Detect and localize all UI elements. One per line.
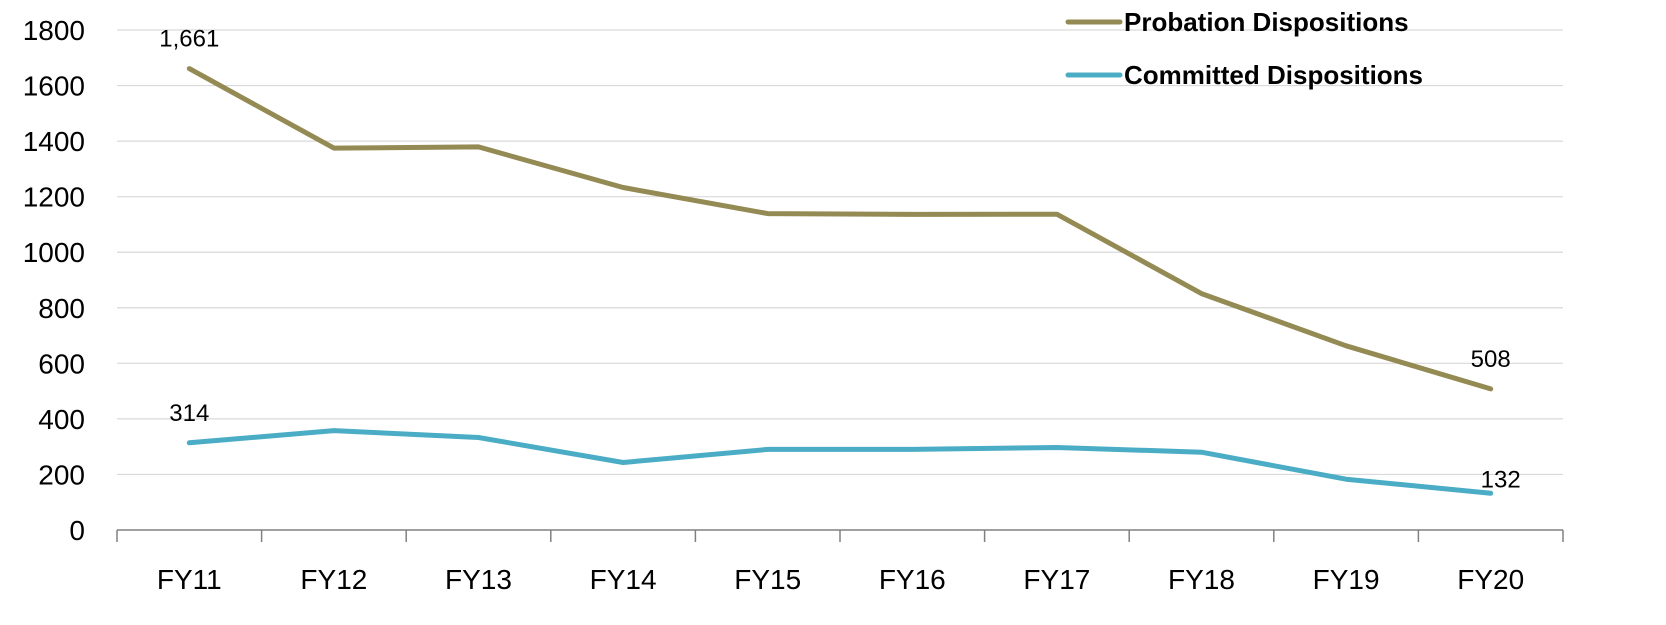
- legend: Probation Dispositions Committed Disposit…: [1065, 7, 1423, 90]
- data-labels: 1,661 508 314 132: [159, 26, 1520, 494]
- y-tick-label: 1600: [23, 71, 85, 102]
- gridlines: [117, 29, 1563, 476]
- x-tick-label: FY11: [157, 564, 222, 595]
- x-tick-label: FY15: [734, 564, 801, 595]
- series-lines: [186, 66, 1494, 496]
- data-label: 132: [1481, 466, 1521, 493]
- y-tick-label: 0: [69, 515, 85, 546]
- series-line-probation: [186, 66, 1494, 392]
- y-tick-label: 200: [38, 459, 85, 490]
- y-tick-label: 800: [38, 293, 85, 324]
- y-tick-label: 1200: [23, 182, 85, 213]
- x-tick-label: FY16: [879, 564, 946, 595]
- data-label: 314: [169, 400, 209, 427]
- data-label: 508: [1471, 346, 1511, 373]
- legend-label: Committed Dispositions: [1124, 60, 1423, 90]
- x-tick-label: FY17: [1023, 564, 1090, 595]
- legend-label: Probation Dispositions: [1124, 7, 1409, 37]
- x-tick-label: FY20: [1457, 564, 1524, 595]
- x-tick-label: FY19: [1313, 564, 1380, 595]
- x-tick-label: FY14: [590, 564, 657, 595]
- y-tick-label: 1400: [23, 126, 85, 157]
- x-tick-label: FY12: [300, 564, 367, 595]
- y-tick-label: 600: [38, 348, 85, 379]
- x-tick-label: FY13: [445, 564, 512, 595]
- axes: 0 200 400 600 800 1000 1200 1400 1600 1800 FY11 FY1…: [23, 15, 1564, 595]
- data-label: 1,661: [159, 26, 219, 53]
- y-tick-label: 1000: [23, 237, 85, 268]
- y-tick-label: 400: [38, 404, 85, 435]
- y-tick-label: 1800: [23, 15, 85, 46]
- x-tick-label: FY18: [1168, 564, 1235, 595]
- series-line-committed: [186, 428, 1494, 496]
